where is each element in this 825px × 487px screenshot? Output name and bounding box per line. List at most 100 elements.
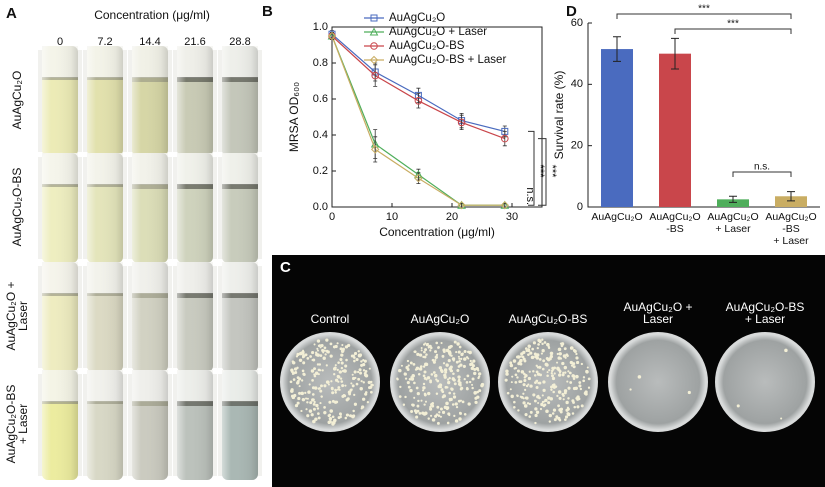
colony xyxy=(541,338,544,341)
colony xyxy=(333,418,337,423)
legend-label: AuAgCu₂O xyxy=(389,12,445,24)
marker xyxy=(414,97,423,105)
colony xyxy=(359,386,363,391)
colony xyxy=(513,405,516,409)
colony xyxy=(343,369,346,373)
colony xyxy=(336,388,340,391)
colony xyxy=(341,344,344,347)
colony xyxy=(421,389,425,392)
bracket xyxy=(528,130,535,206)
x-tick-label: AuAgCu₂O + Laser xyxy=(707,211,758,235)
colony xyxy=(510,381,513,384)
colony xyxy=(411,403,415,407)
colony xyxy=(316,339,321,343)
colony xyxy=(417,399,420,403)
bracket xyxy=(732,171,792,177)
colony xyxy=(351,414,355,419)
colony xyxy=(432,371,436,374)
colony xyxy=(575,360,580,365)
colony xyxy=(449,354,452,357)
colony xyxy=(311,379,314,382)
colony xyxy=(478,372,482,376)
colony xyxy=(442,394,447,398)
colony xyxy=(351,384,355,388)
colony xyxy=(351,376,356,381)
panel-label: C xyxy=(280,259,291,276)
colony xyxy=(446,421,450,425)
plate-label: Control xyxy=(311,312,350,326)
colony xyxy=(413,350,417,354)
colony xyxy=(334,364,337,367)
colony xyxy=(537,381,540,385)
colony xyxy=(360,360,363,363)
colony xyxy=(413,381,416,385)
colony xyxy=(561,392,565,396)
colony xyxy=(557,347,562,352)
colony xyxy=(439,407,443,411)
colony xyxy=(312,398,315,401)
tube-glass xyxy=(42,153,78,263)
colony xyxy=(465,387,469,391)
error-bar xyxy=(459,114,464,130)
colony xyxy=(316,347,319,350)
colony xyxy=(328,400,332,404)
colony xyxy=(555,416,559,419)
colony xyxy=(578,381,582,384)
colony xyxy=(563,389,568,393)
row-label: AuAgCu₂O xyxy=(10,71,24,130)
colony xyxy=(526,348,531,353)
colony xyxy=(336,368,339,372)
colony xyxy=(687,390,691,395)
colony xyxy=(543,403,547,407)
colony xyxy=(306,401,309,404)
colony xyxy=(329,342,333,346)
colony xyxy=(308,383,311,386)
colony xyxy=(441,354,445,358)
colony xyxy=(562,398,565,401)
colony xyxy=(452,392,456,395)
colony xyxy=(340,361,344,365)
y-axis-label: MRSA OD₆₀₀ xyxy=(287,82,301,152)
marker xyxy=(370,42,378,50)
colony xyxy=(427,391,431,396)
colony xyxy=(422,365,426,368)
colony xyxy=(534,421,537,425)
colony xyxy=(566,380,569,383)
colony xyxy=(359,371,363,375)
annotation: *** xyxy=(727,19,739,30)
colony xyxy=(424,400,428,403)
row-label: AuAgCu₂O +Laser xyxy=(4,281,30,350)
colony xyxy=(575,352,578,356)
colony xyxy=(414,368,418,371)
colony xyxy=(337,380,340,383)
colony xyxy=(296,352,300,357)
colony xyxy=(552,408,557,412)
colony xyxy=(569,381,573,384)
colony xyxy=(328,416,333,421)
colony xyxy=(459,412,462,415)
colony xyxy=(524,413,528,417)
bar xyxy=(659,53,691,207)
colony xyxy=(423,350,426,354)
colony xyxy=(420,399,423,402)
colony xyxy=(338,412,342,416)
colony xyxy=(354,351,357,355)
legend-label: AuAgCu₂O-BS + Laser xyxy=(389,54,506,66)
colony xyxy=(456,369,460,372)
colony xyxy=(319,369,322,372)
colony xyxy=(517,362,521,366)
colony xyxy=(345,358,348,362)
colony xyxy=(529,384,533,388)
colony xyxy=(432,360,436,364)
colony xyxy=(435,353,439,357)
colony xyxy=(353,393,356,396)
colony xyxy=(454,419,459,423)
colony xyxy=(353,402,357,406)
colony xyxy=(423,403,426,406)
colony xyxy=(564,415,569,419)
colony xyxy=(301,369,305,373)
colony xyxy=(362,381,365,384)
x-tick-label: AuAgCu₂O -BS xyxy=(649,211,700,235)
colony xyxy=(550,388,553,391)
colony xyxy=(528,402,532,406)
